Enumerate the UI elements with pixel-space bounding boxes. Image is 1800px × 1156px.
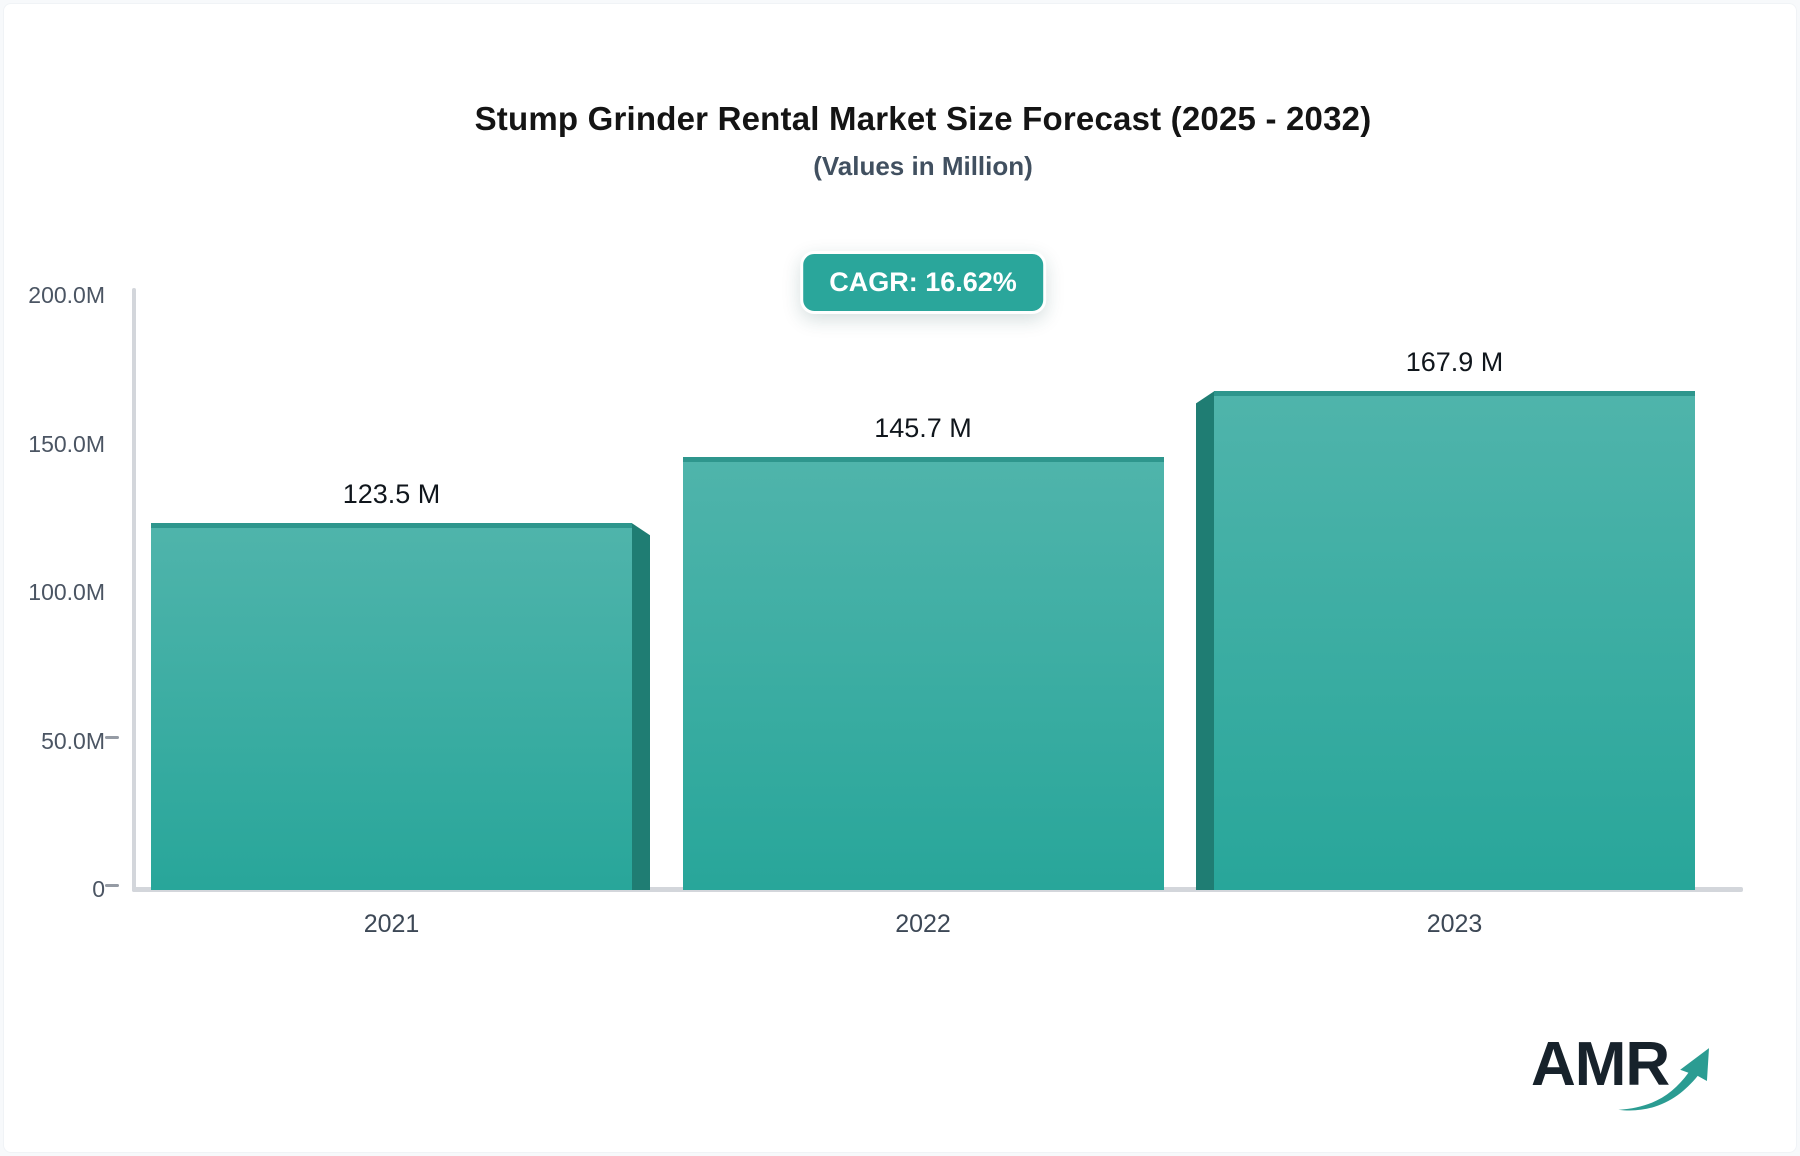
y-tick-label-200.0M: 200.0M xyxy=(28,282,105,308)
chart-card: Stump Grinder Rental Market Size Forecas… xyxy=(3,3,1797,1153)
trend-arrow-path xyxy=(1618,1048,1709,1111)
y-tick-mark-0 xyxy=(105,884,119,887)
page-title: Stump Grinder Rental Market Size Forecas… xyxy=(474,100,1372,137)
chart-subtitle: (Values in Million) xyxy=(813,151,1033,181)
bar-2023 xyxy=(1214,391,1695,890)
x-axis-label-2021: 2021 xyxy=(363,910,420,938)
trend-up-arrow-icon xyxy=(1618,1048,1709,1111)
y-tick-label-0: 0 xyxy=(92,876,105,902)
bar-3d-side-2021 xyxy=(632,523,650,890)
y-axis-line xyxy=(132,288,136,892)
cagr-badge: CAGR: 16.62% xyxy=(800,251,1046,314)
bar-2021 xyxy=(151,523,632,890)
amr-logo: AMR xyxy=(1531,1034,1731,1114)
amr-logo-text: AMR xyxy=(1531,1030,1670,1099)
y-tick-label-100.0M: 100.0M xyxy=(28,579,105,605)
x-axis-label-2022: 2022 xyxy=(895,910,951,938)
bar-3d-side-2023 xyxy=(1196,391,1214,890)
bar-value-label-2022: 145.7 M xyxy=(874,413,972,444)
bar-2022 xyxy=(682,457,1164,890)
bar-value-label-2021: 123.5 M xyxy=(342,479,441,510)
y-tick-label-50.0M: 50.0M xyxy=(41,727,105,754)
bar-value-label-2023: 167.9 M xyxy=(1405,347,1504,378)
y-tick-mark-50.0M xyxy=(105,735,119,739)
y-tick-label-150.0M: 150.0M xyxy=(28,430,105,457)
x-axis-label-2023: 2023 xyxy=(1426,910,1483,938)
